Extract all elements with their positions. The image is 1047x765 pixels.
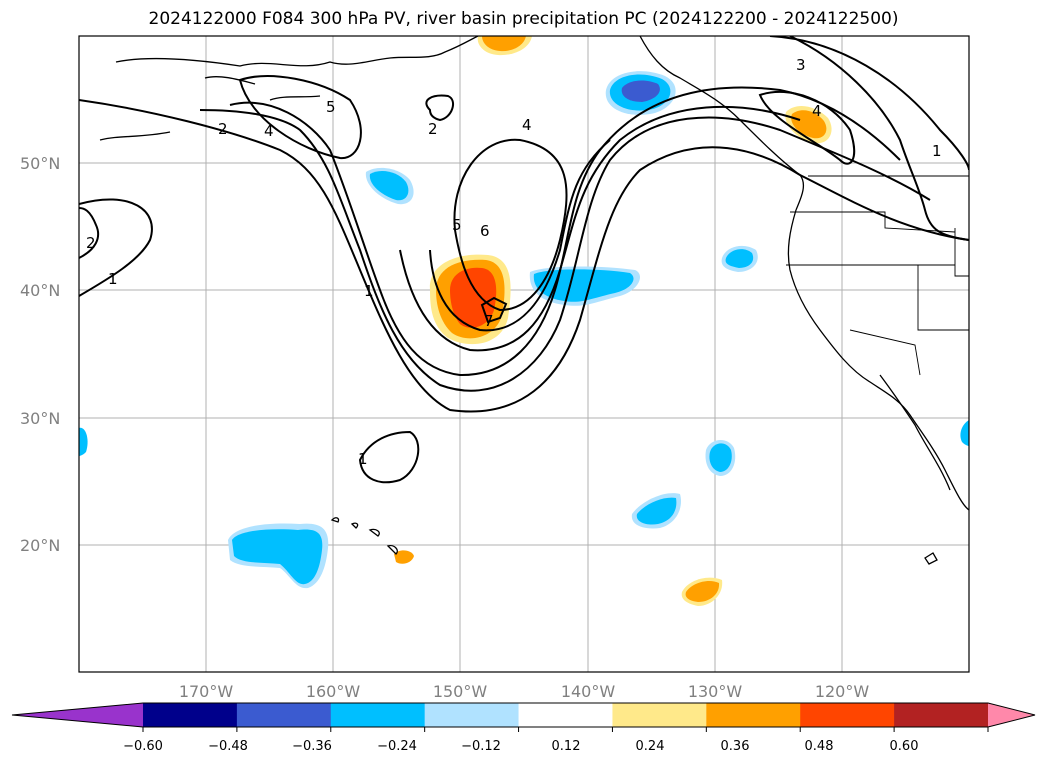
pv-label-1-edge: 1 [108,270,118,288]
colorbar-segment [706,703,801,727]
pv-contour-6 [453,138,568,312]
pv-contour-labels: 2 4 5 2 4 5 6 2 1 1 1 3 4 1 7 [86,56,942,468]
lon-label-120w: 120°W [815,682,870,701]
pv-label-3-ne: 3 [796,56,806,74]
pv-label-2-west: 2 [218,120,228,138]
lon-label-150w: 150°W [433,682,488,701]
pv-contour-5 [429,139,611,332]
pv-contours [79,36,969,484]
precip-blob-negative-subtrop1-core [709,443,732,472]
pv-label-4-west: 4 [264,122,274,140]
pv-contour-2-west [79,207,100,259]
pv-contour-1-outer [79,198,153,297]
pv-label-1-south: 1 [358,450,368,468]
colorbar-label-pos048: 0.48 [805,739,834,754]
pv-contour-2-ne [789,36,969,241]
pv-label-1-ne: 1 [932,142,942,160]
colorbar-extend-low [12,703,143,727]
precip-blob-positive-south-core [685,581,720,602]
lon-label-140w: 140°W [561,682,616,701]
colorbar-segments [12,703,1035,727]
pv-contour-3-ne [758,90,856,165]
colorbar-segment [236,703,332,727]
colorbar-label-pos012: 0.12 [552,739,581,754]
colorbar-segment [518,703,613,727]
pv-label-2-edge: 2 [86,234,96,252]
pv-label-1-center: 1 [364,282,374,300]
pv-label-2-nw: 2 [428,120,438,138]
longitude-labels: 170°W 160°W 150°W 140°W 130°W 120°W [179,682,870,701]
colorbar-segment [800,703,895,727]
pv-contour-7 [480,296,508,324]
pv-contour-5-nw [238,75,362,160]
precip-blob-positive-hawaii [394,550,414,564]
colorbar-segment [894,703,989,727]
colorbar-label-neg024: −0.24 [377,739,417,754]
colorbar-segment [424,703,520,727]
lat-label-30n: 30°N [20,409,60,428]
pv-label-4-ne: 4 [812,102,822,120]
colorbar-segment [143,703,238,727]
lon-label-170w: 170°W [179,682,234,701]
map-frame [78,35,970,673]
pv-label-5-west: 5 [326,98,336,116]
pv-contour-3-main [229,86,901,377]
lat-label-40n: 40°N [20,281,60,300]
colorbar-label-pos024: 0.24 [636,739,665,754]
colorbar-ticks [142,727,989,732]
colorbar-segment [330,703,426,727]
pv-contour-2-main [199,109,931,392]
lon-label-160w: 160°W [306,682,361,701]
lat-label-20n: 20°N [20,536,60,555]
precip-blob-positive-top-core [482,36,526,52]
pv-contour-1-south [358,430,420,484]
colorbar-label-pos036: 0.36 [721,739,750,754]
political-borders [786,175,969,376]
colorbar-label-neg012: −0.12 [461,739,501,754]
latitude-labels: 50°N 40°N 30°N 20°N [20,154,60,555]
precip-blob-negative-eastedge [960,420,969,446]
colorbar-labels: −0.60 −0.48 −0.36 −0.24 −0.12 0.12 0.24 … [123,739,918,754]
colorbar-label-neg048: −0.48 [208,739,248,754]
coastlines [99,36,969,565]
precip-blob-negative-midpac-core [369,170,409,201]
pv-label-5-center: 5 [452,216,462,234]
pv-label-4-center: 4 [522,116,532,134]
precip-shading [79,36,969,606]
pv-contour-1-main [79,99,969,413]
colorbar-label-pos060: 0.60 [890,739,919,754]
lon-label-130w: 130°W [688,682,743,701]
pv-contour-4-main [399,105,801,352]
pv-label-7-center: 7 [484,312,494,330]
colorbar: −0.60 −0.48 −0.36 −0.24 −0.12 0.12 0.24 … [11,702,1036,754]
colorbar-label-neg036: −0.36 [292,739,332,754]
map-title: 2024122000 F084 300 hPa PV, river basin … [148,9,899,29]
colorbar-extend-high [988,703,1035,727]
precip-blob-positive-ne-core [791,110,827,139]
precip-blob-negative-westedge [79,427,88,456]
precip-blob-negative-hawaii-core [232,529,323,585]
gridlines [79,36,969,672]
precip-blob-negative-coast-core [725,249,754,268]
pv-contour-1-ne [769,36,969,171]
lat-label-50n: 50°N [20,154,60,173]
precip-blob-negative-subtrop2-core [636,497,677,525]
pv-label-6-center: 6 [480,222,490,240]
precip-blob-negative-alaska-core [621,80,660,102]
colorbar-segment [612,703,707,727]
colorbar-label-neg060: −0.60 [123,739,163,754]
pv-contour-2-nw [425,94,455,122]
